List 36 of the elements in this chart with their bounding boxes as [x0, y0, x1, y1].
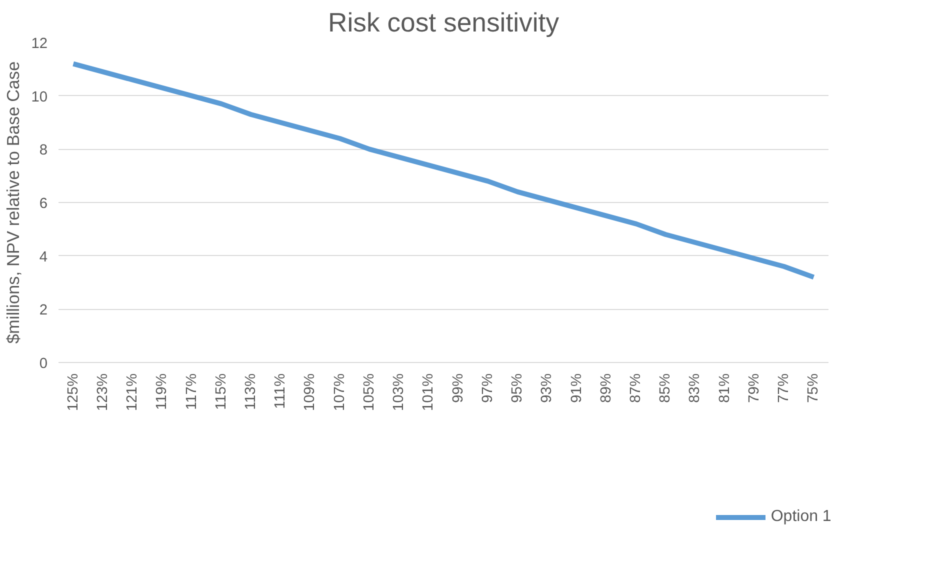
x-tick-label: 81% [716, 373, 733, 403]
x-tick-label: 83% [687, 373, 704, 403]
y-tick-label: 10 [31, 89, 48, 106]
x-tick-label: 115% [213, 373, 230, 410]
x-tick-label: 89% [598, 373, 614, 403]
x-tick-label: 93% [539, 373, 556, 403]
x-tick-label: 109% [302, 373, 318, 411]
x-tick-label: 111% [272, 373, 289, 409]
x-tick-label: 75% [806, 373, 822, 403]
x-tick-label: 95% [510, 373, 526, 403]
x-tick-label: 113% [243, 373, 259, 410]
y-axis-title: $millions, NPV relative to Base Case [3, 61, 24, 344]
x-tick-label: 87% [628, 373, 644, 403]
chart-title: Risk cost sensitivity [328, 8, 560, 38]
x-tick-label: 107% [332, 373, 348, 411]
x-tick-label: 103% [391, 373, 408, 411]
x-tick-label: 125% [65, 373, 82, 411]
legend-label: Option 1 [770, 508, 832, 526]
x-tick-label: 123% [94, 373, 111, 411]
x-tick-label: 117% [184, 373, 200, 410]
y-tick-label: 0 [39, 356, 48, 372]
y-tick-label: 4 [39, 249, 48, 266]
x-tick-label: 77% [776, 373, 792, 403]
y-tick-label: 6 [39, 196, 48, 212]
x-tick-label: 97% [480, 373, 496, 403]
x-tick-label: 91% [568, 373, 585, 403]
x-tick-label: 121% [124, 373, 141, 411]
x-tick-label: 119% [154, 373, 170, 410]
x-tick-label: 85% [658, 373, 674, 403]
y-tick-label: 2 [39, 302, 48, 319]
x-tick-label: 105% [361, 373, 378, 411]
x-tick-label: 101% [420, 373, 437, 411]
y-tick-label: 12 [31, 36, 48, 52]
y-tick-label: 8 [39, 142, 48, 159]
x-tick-label: 99% [450, 373, 466, 403]
x-tick-label: 79% [746, 373, 762, 403]
